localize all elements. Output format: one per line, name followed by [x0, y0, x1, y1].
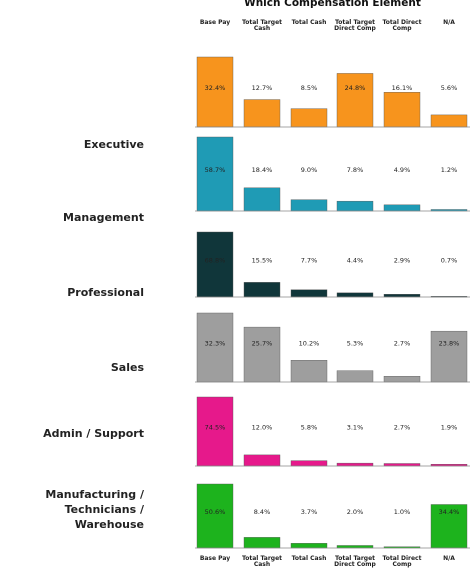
column-header: N/A: [443, 19, 455, 26]
bar: [430, 504, 468, 549]
data-label: 5.8%: [301, 424, 318, 432]
data-label: 3.1%: [347, 424, 364, 432]
data-label: 5.6%: [441, 84, 458, 92]
bar: [243, 326, 281, 383]
bar: [290, 108, 328, 128]
column-footer: Total Direct Comp: [382, 555, 422, 569]
data-label: 1.2%: [441, 166, 458, 174]
bar: [336, 370, 374, 383]
bar: [430, 114, 468, 128]
data-label: 4.9%: [394, 166, 411, 174]
data-label: 68.8%: [205, 257, 226, 265]
bar: [290, 460, 328, 467]
bar: [243, 99, 281, 128]
data-label: 1.9%: [441, 424, 458, 432]
row-label: Sales: [110, 361, 144, 374]
bar: [243, 454, 281, 467]
column-header: Base Pay: [199, 19, 231, 26]
data-label: 9.0%: [301, 166, 318, 174]
data-label: 5.3%: [347, 340, 364, 348]
data-label: 4.4%: [347, 257, 364, 265]
row-label: Manufacturing / Technicians / Warehouse: [45, 488, 144, 531]
data-label: 16.1%: [392, 84, 413, 92]
bar: [243, 282, 281, 298]
column-footer: Base Pay: [199, 555, 231, 562]
bar: [290, 360, 328, 383]
data-label: 58.7%: [205, 166, 226, 174]
data-label: 7.7%: [301, 257, 318, 265]
data-label: 23.8%: [439, 340, 460, 348]
data-label: 12.7%: [252, 84, 273, 92]
chart-title: Which Compensation Element: [244, 0, 421, 9]
bar: [336, 292, 374, 298]
column-footer: Total Target Direct Comp: [334, 555, 376, 569]
data-label: 18.4%: [252, 166, 273, 174]
column-header: Total Direct Comp: [382, 19, 422, 33]
data-label: 24.8%: [345, 84, 366, 92]
column-footer: Total Cash: [291, 555, 327, 562]
data-label: 12.0%: [252, 424, 273, 432]
bar: [243, 537, 281, 549]
bar: [383, 204, 421, 212]
data-label: 2.9%: [394, 257, 411, 265]
row-label: Professional: [67, 286, 144, 299]
data-label: 2.0%: [347, 508, 364, 516]
bar: [336, 462, 374, 467]
bar: [336, 73, 374, 128]
bar: [196, 483, 234, 549]
bar: [290, 199, 328, 212]
row-label: Executive: [83, 138, 144, 151]
data-label: 3.7%: [301, 508, 318, 516]
data-label: 25.7%: [252, 340, 273, 348]
column-header: Total Target Cash: [241, 19, 283, 33]
bar: [196, 396, 234, 467]
data-label: 2.7%: [394, 424, 411, 432]
bar: [196, 136, 234, 212]
bar: [290, 543, 328, 549]
bar: [383, 92, 421, 128]
data-label: 2.7%: [394, 340, 411, 348]
row-label: Management: [63, 211, 144, 224]
data-label: 0.7%: [441, 257, 458, 265]
data-label: 50.6%: [205, 508, 226, 516]
data-label: 15.5%: [252, 257, 273, 265]
data-label: 32.4%: [205, 84, 226, 92]
bar: [430, 330, 468, 383]
column-header: Total Target Direct Comp: [334, 19, 376, 33]
bar: [243, 187, 281, 212]
bar: [383, 294, 421, 298]
bar: [196, 312, 234, 383]
data-label: 32.3%: [205, 340, 226, 348]
data-label: 34.4%: [439, 508, 460, 516]
column-footer: N/A: [443, 555, 455, 562]
bar: [196, 56, 234, 128]
data-label: 8.4%: [254, 508, 271, 516]
column-header: Total Cash: [291, 19, 327, 26]
bar: [290, 289, 328, 298]
row-label: Admin / Support: [43, 427, 144, 440]
data-label: 10.2%: [299, 340, 320, 348]
data-label: 8.5%: [301, 84, 318, 92]
column-footer: Total Target Cash: [241, 555, 283, 569]
bar: [383, 376, 421, 383]
data-label: 7.8%: [347, 166, 364, 174]
bar: [336, 200, 374, 212]
bar: [196, 231, 234, 298]
data-label: 1.0%: [394, 508, 411, 516]
data-label: 74.5%: [205, 424, 226, 432]
